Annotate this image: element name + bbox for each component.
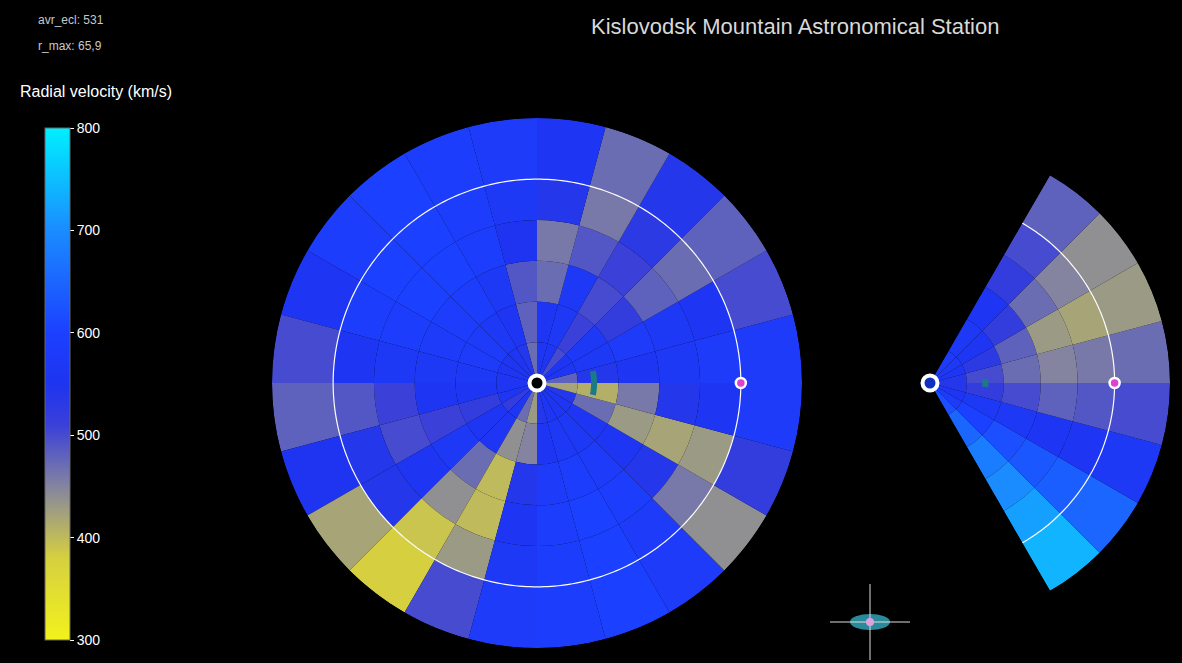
svg-text:r_max: 65,9: r_max: 65,9 [38, 39, 102, 53]
svg-text:800: 800 [77, 120, 101, 136]
svg-text:Kislovodsk Mountain Astronomic: Kislovodsk Mountain Astronomical Station [591, 14, 999, 39]
svg-text:700: 700 [77, 222, 101, 238]
svg-text:500: 500 [77, 427, 101, 443]
svg-text:400: 400 [77, 530, 101, 546]
svg-text:Radial velocity (km/s): Radial velocity (km/s) [20, 83, 172, 100]
svg-text:avr_ecl: 531: avr_ecl: 531 [38, 13, 104, 27]
svg-text:300: 300 [77, 632, 101, 648]
svg-text:600: 600 [77, 325, 101, 341]
